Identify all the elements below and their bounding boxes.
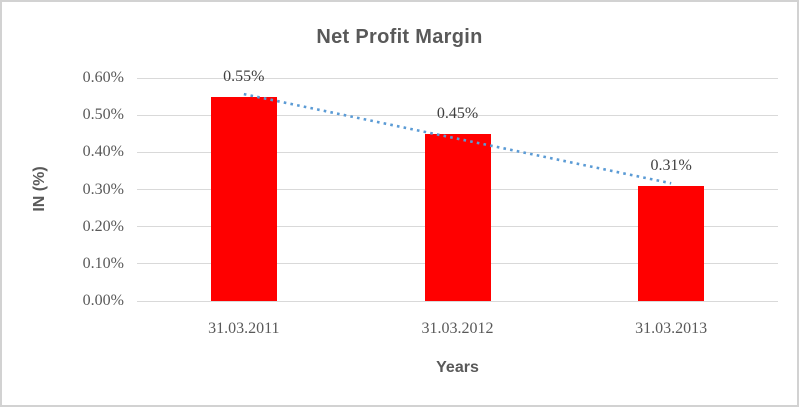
gridline [137,114,778,116]
y-tick-label: 0.60% [82,69,124,86]
y-tick-label: 0.40% [82,143,124,161]
data-label: 0.31% [650,156,692,174]
gridline [137,77,778,79]
y-axis-title: IN (%) [31,166,48,212]
bar [638,185,705,301]
x-tick-label: 31.03.2013 [635,320,708,337]
gridline [137,300,778,302]
bar [210,96,277,301]
plot-area [137,77,778,302]
x-axis-title: Years [436,359,479,376]
y-tick-label: 0.20% [82,217,124,235]
data-label: 0.55% [223,67,265,85]
bar [424,133,491,301]
trendline [243,92,672,185]
y-tick-label: 0.50% [82,106,124,124]
y-tick-label: 0.00% [82,292,124,309]
x-tick-label: 31.03.2012 [421,320,494,337]
chart-title: Net Profit Margin [316,26,483,48]
x-tick-label: 31.03.2011 [208,320,280,337]
y-tick-label: 0.10% [82,254,124,272]
data-label: 0.45% [436,104,479,122]
y-tick-label: 0.30% [82,180,124,198]
